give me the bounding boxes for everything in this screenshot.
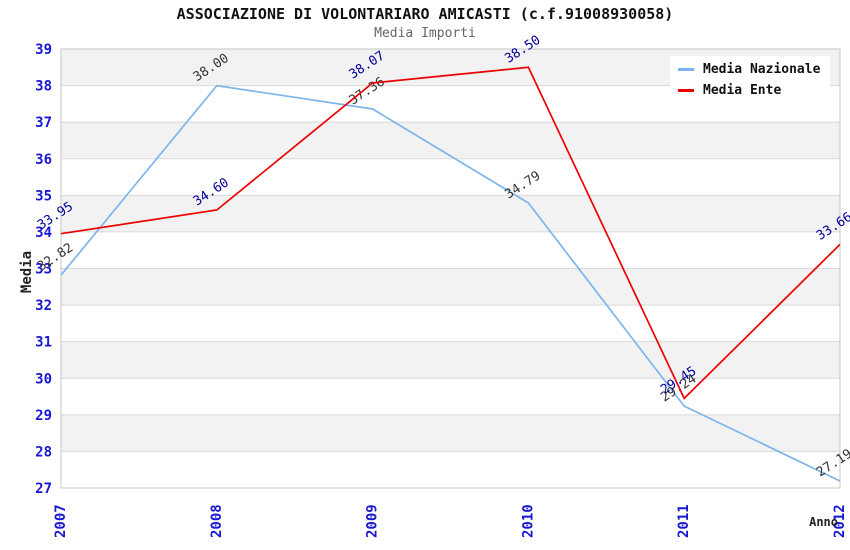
series-line-media-nazionale <box>60 84 841 482</box>
grid-band <box>61 451 840 488</box>
grid-band <box>61 231 840 269</box>
legend-item-media-nazionale: Media Nazionale <box>678 62 820 77</box>
plot-border <box>60 48 841 489</box>
y-tick-label: 38 <box>35 79 52 95</box>
y-tick-label: 34 <box>35 225 52 241</box>
y-tick-label: 30 <box>35 371 52 387</box>
y-tick-label: 31 <box>35 335 52 351</box>
x-axis-title: Anno <box>809 515 838 529</box>
grid-band <box>61 122 840 159</box>
y-tick-label: 27 <box>35 481 52 497</box>
legend-label: Media Nazionale <box>703 62 821 77</box>
y-tick-label: 35 <box>35 188 52 204</box>
x-tick-label: 2008 <box>209 504 225 538</box>
chart-subtitle: Media Importi <box>374 26 476 41</box>
y-tick-label: 33 <box>35 262 52 278</box>
y-tick-label: 37 <box>35 115 52 131</box>
grid-band <box>61 378 840 415</box>
grid-band <box>61 268 840 306</box>
legend-swatch-line-icon <box>678 89 694 92</box>
x-tick-label: 2012 <box>832 504 848 538</box>
y-tick-label: 36 <box>35 152 52 168</box>
chart-title: ASSOCIAZIONE DI VOLONTARIARO AMICASTI (c… <box>176 5 674 23</box>
legend-swatch-line-icon <box>678 68 694 71</box>
y-tick-label: 39 <box>35 42 52 58</box>
legend: Media Nazionale Media Ente <box>670 56 831 104</box>
y-tick-label: 28 <box>35 444 52 460</box>
grid-band <box>61 195 840 232</box>
y-tick-label: 32 <box>35 298 52 314</box>
y-axis-title: Media <box>19 250 35 294</box>
legend-label: Media Ente <box>703 83 782 98</box>
x-tick-label: 2009 <box>365 504 381 538</box>
x-tick-label: 2007 <box>53 504 69 538</box>
legend-item-media-ente: Media Ente <box>678 83 820 98</box>
x-tick-label: 2011 <box>676 504 692 538</box>
series-line-media-ente <box>60 66 841 400</box>
grid-band <box>61 158 840 196</box>
grid-band <box>61 305 840 342</box>
x-tick-label: 2010 <box>520 504 536 538</box>
y-tick-label: 29 <box>35 408 52 424</box>
grid-band <box>61 414 840 452</box>
